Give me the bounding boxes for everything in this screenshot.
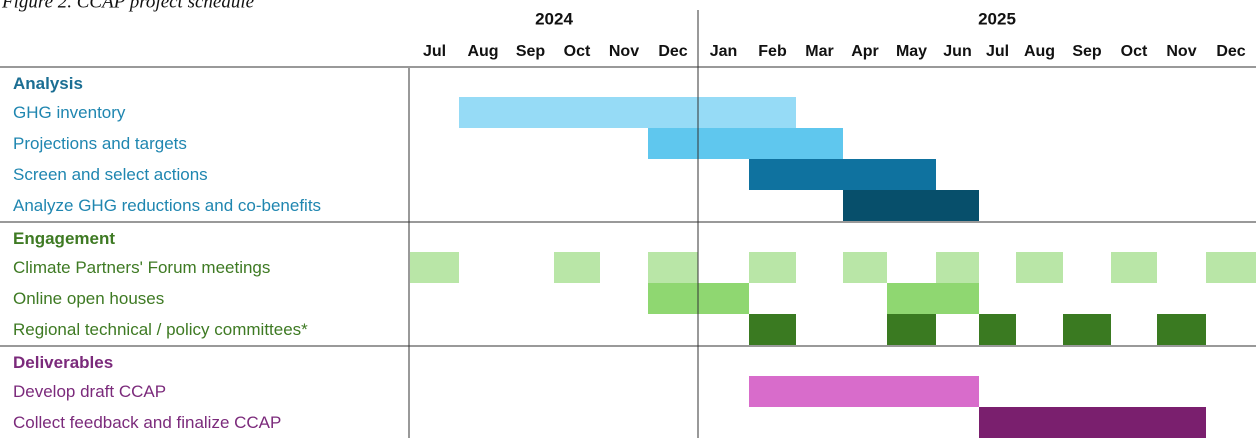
task-label: Screen and select actions: [13, 165, 208, 184]
month-label: Mar: [805, 43, 833, 60]
task-bar: [554, 252, 600, 283]
month-label: Jul: [423, 43, 446, 60]
task-bar: [979, 407, 1206, 438]
year-label: 2025: [978, 9, 1016, 28]
month-label: Dec: [658, 43, 687, 60]
task-bar: [1111, 252, 1157, 283]
month-label: Aug: [1024, 43, 1055, 60]
task-bar: [843, 190, 979, 221]
task-label: Climate Partners' Forum meetings: [13, 258, 270, 277]
group-label: Engagement: [13, 229, 115, 248]
task-label: Regional technical / policy committees*: [13, 320, 308, 339]
task-label: Projections and targets: [13, 134, 187, 153]
task-bar: [1063, 314, 1111, 345]
month-label: Jul: [986, 43, 1009, 60]
task-bar: [1206, 252, 1256, 283]
month-label: Dec: [1216, 43, 1245, 60]
month-label: Oct: [1121, 43, 1148, 60]
task-bar: [648, 128, 843, 159]
month-label: Nov: [1166, 43, 1196, 60]
task-bar: [887, 283, 979, 314]
group-label: Analysis: [13, 74, 83, 93]
task-bar: [648, 252, 698, 283]
month-label: Oct: [564, 43, 591, 60]
task-bar: [1016, 252, 1063, 283]
task-bar: [749, 252, 796, 283]
chart-title: Figure 2. CCAP project schedule: [1, 0, 254, 12]
task-bar: [749, 314, 796, 345]
task-label: Online open houses: [13, 289, 164, 308]
task-bar: [749, 376, 979, 407]
month-label: Jan: [710, 43, 738, 60]
task-bar: [979, 314, 1016, 345]
month-label: Sep: [1072, 43, 1102, 60]
month-label: Aug: [467, 43, 498, 60]
month-label: Sep: [516, 43, 546, 60]
task-bar: [936, 252, 979, 283]
month-label: May: [896, 43, 927, 60]
group-label: Deliverables: [13, 353, 113, 372]
month-label: Feb: [758, 43, 787, 60]
task-label: GHG inventory: [13, 103, 126, 122]
task-bar: [410, 252, 459, 283]
task-bar: [843, 252, 887, 283]
month-label: Apr: [851, 43, 879, 60]
month-label: Jun: [943, 43, 971, 60]
task-label: Analyze GHG reductions and co-benefits: [13, 196, 321, 215]
task-bar: [459, 97, 796, 128]
month-label: Nov: [609, 43, 639, 60]
task-bar: [887, 314, 936, 345]
task-bar: [1157, 314, 1206, 345]
task-label: Collect feedback and finalize CCAP: [13, 413, 281, 432]
task-bar: [749, 159, 936, 190]
year-label: 2024: [535, 9, 573, 28]
task-label: Develop draft CCAP: [13, 382, 166, 401]
